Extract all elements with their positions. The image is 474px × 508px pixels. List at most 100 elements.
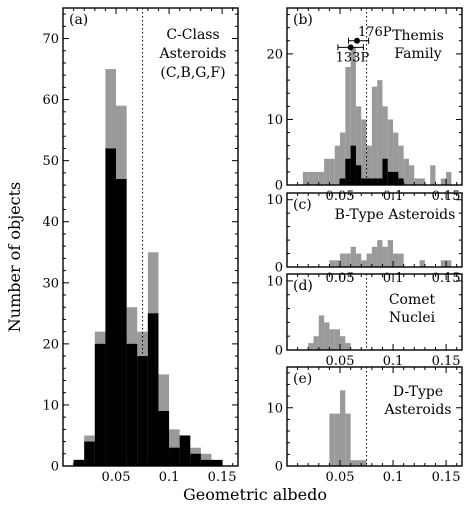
panel-b-ytick-label: 20 bbox=[266, 47, 283, 62]
panel-e-xtick-label: 0.1 bbox=[383, 470, 404, 485]
panel-a-ytick-label: 30 bbox=[42, 276, 59, 291]
panel-c-gray-bar bbox=[377, 240, 383, 267]
panel-c-gray-bar bbox=[440, 260, 447, 267]
panel-e-title-line: D-Type bbox=[393, 384, 443, 400]
panel-b-black-bar bbox=[382, 158, 388, 185]
panel-d-title-line: Nuclei bbox=[389, 310, 436, 326]
panel-d-gray-bar bbox=[318, 315, 325, 350]
panel-e-tag: (e) bbox=[293, 371, 312, 387]
panel-d-ytick-label: 0 bbox=[275, 344, 283, 359]
panel-b-frame bbox=[286, 7, 463, 186]
panel-c-gray-bar bbox=[329, 260, 335, 267]
panel-b-gray-bar bbox=[398, 145, 404, 185]
panel-b-gray-bar bbox=[430, 165, 436, 185]
panel-d-xtick-label: 0.1 bbox=[383, 354, 404, 369]
panel-b-tag: (b) bbox=[293, 12, 313, 28]
panel-c-tag: (c) bbox=[293, 197, 312, 213]
panel-b-gray-bar bbox=[324, 158, 330, 185]
panel-b-gray-bar bbox=[313, 171, 319, 185]
panel-a-black-bar bbox=[211, 459, 223, 466]
annotation-176P-point bbox=[354, 37, 360, 44]
panel-b-gray-bar bbox=[302, 171, 309, 185]
panel-b-gray-bar bbox=[387, 119, 394, 185]
panel-c-gray-bar bbox=[419, 260, 425, 267]
panel-b-gray-bar bbox=[366, 145, 372, 185]
panel-a-xtick-label: 0.1 bbox=[159, 470, 180, 485]
panel-b-black-bar bbox=[355, 165, 362, 185]
panel-c-gray-bar bbox=[398, 253, 404, 267]
panel-b-gray-bar bbox=[329, 158, 335, 185]
panel-c-gray-bar bbox=[446, 260, 452, 267]
panel-b-gray-bar bbox=[440, 178, 447, 185]
panel-c-gray-bar bbox=[382, 246, 388, 267]
panel-b-gray-bar bbox=[361, 119, 367, 185]
panel-a-black-bar bbox=[73, 459, 85, 466]
panel-b-gray-bar bbox=[308, 171, 314, 185]
panel-c-title-line: B-Type Asteroids bbox=[335, 207, 456, 223]
panel-b-ytick-label: 10 bbox=[266, 113, 283, 128]
panel-b-gray-bar bbox=[382, 106, 388, 185]
panel-a-black-bar bbox=[190, 453, 201, 466]
panel-b-gray-bar bbox=[408, 165, 415, 185]
panel-b-title-line: Themis bbox=[392, 28, 444, 44]
panel-a-black-bar bbox=[137, 356, 148, 466]
panel-e-gray-bar bbox=[355, 460, 362, 466]
panel-a-black-bar bbox=[147, 313, 159, 466]
panel-b-gray-bar bbox=[350, 47, 356, 186]
panel-a-ytick-label: 50 bbox=[42, 154, 59, 169]
annotation-133P-label: 133P bbox=[336, 50, 370, 65]
panel-e-gray-bar bbox=[340, 390, 346, 466]
panel-a-ytick-label: 60 bbox=[42, 93, 59, 108]
panel-a-black-bar bbox=[200, 459, 212, 466]
panel-a-black-bar bbox=[169, 447, 180, 466]
annotation-176P-label: 176P bbox=[358, 25, 392, 40]
panel-b-black-bar bbox=[371, 178, 378, 185]
panel-a-black-bar bbox=[179, 435, 191, 466]
panel-e-gray-bar bbox=[334, 413, 341, 466]
panel-b-ytick-label: 0 bbox=[275, 179, 283, 194]
panel-a-xtick-label: 0.05 bbox=[102, 470, 131, 485]
panel-a-title-line: Asteroids bbox=[159, 46, 227, 62]
panel-d-gray-bar bbox=[329, 329, 335, 350]
panel-a-black-bar bbox=[94, 343, 106, 466]
panel-e-gray-bar bbox=[361, 460, 367, 466]
panel-b-gray-bar bbox=[393, 132, 399, 185]
panel-d-tag: (d) bbox=[293, 278, 313, 294]
panel-e-gray-bar bbox=[345, 413, 351, 466]
panel-b-gray-bar bbox=[403, 158, 409, 185]
panel-b-black-bar bbox=[387, 171, 394, 185]
panel-d-gray-bar bbox=[313, 336, 319, 350]
panel-c-gray-bar bbox=[340, 253, 346, 267]
panel-a-gray-bar bbox=[200, 453, 212, 466]
panel-a-tag: (a) bbox=[69, 12, 88, 28]
panel-a-ytick-label: 0 bbox=[51, 460, 59, 475]
panel-b-black-bar bbox=[393, 171, 399, 185]
panel-e-ytick-label: 0 bbox=[275, 460, 283, 475]
panel-d-frame bbox=[286, 273, 463, 351]
panel-b-gray-bar bbox=[345, 67, 351, 185]
panel-b-black-bar bbox=[377, 178, 383, 185]
panel-b-black-bar bbox=[350, 145, 356, 185]
panel-e-ytick-label: 10 bbox=[266, 401, 283, 416]
panel-d-gray-bar bbox=[345, 343, 351, 350]
panel-b-black-bar bbox=[366, 178, 372, 185]
panel-d-xtick-label: 0.15 bbox=[432, 354, 461, 369]
panel-b-gray-bar bbox=[355, 106, 362, 185]
panel-c-gray-bar bbox=[350, 246, 356, 267]
x-axis-label: Geometric albedo bbox=[183, 485, 327, 504]
panel-b-gray-bar bbox=[377, 80, 383, 185]
panel-a-black-bar bbox=[158, 411, 170, 466]
panel-d-gray-bar bbox=[334, 329, 341, 350]
panel-c-ytick-label: 0 bbox=[275, 261, 283, 276]
panel-e-frame bbox=[286, 366, 463, 467]
panel-a-ytick-label: 20 bbox=[42, 337, 59, 352]
panel-b-gray-bar bbox=[340, 132, 346, 185]
panel-c-frame bbox=[286, 192, 463, 268]
panel-e-xtick-label: 0.15 bbox=[432, 470, 461, 485]
panel-e-gray-bar bbox=[350, 460, 356, 466]
panel-a-frame bbox=[62, 7, 239, 467]
panel-b-black-bar bbox=[345, 158, 351, 185]
panel-d-gray-bar bbox=[324, 322, 330, 350]
panel-e-xtick-label: 0.05 bbox=[326, 470, 355, 485]
